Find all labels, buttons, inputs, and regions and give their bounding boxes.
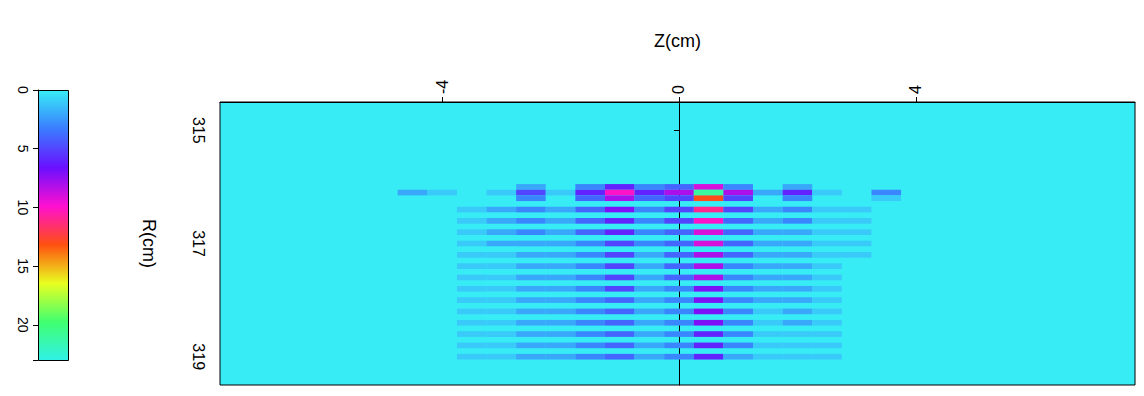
svg-text:317: 317 — [190, 230, 207, 257]
svg-text:0: 0 — [15, 86, 31, 94]
svg-text:15: 15 — [15, 258, 31, 274]
svg-text:4: 4 — [907, 85, 924, 94]
svg-text:R(cm): R(cm) — [139, 219, 159, 268]
svg-text:5: 5 — [15, 145, 31, 153]
svg-text:-4: -4 — [434, 80, 451, 94]
svg-text:20: 20 — [15, 317, 31, 333]
svg-text:Z(cm): Z(cm) — [654, 31, 701, 51]
svg-text:315: 315 — [190, 117, 207, 144]
svg-text:319: 319 — [190, 343, 207, 370]
svg-text:10: 10 — [15, 200, 31, 216]
svg-text:0: 0 — [670, 85, 687, 94]
